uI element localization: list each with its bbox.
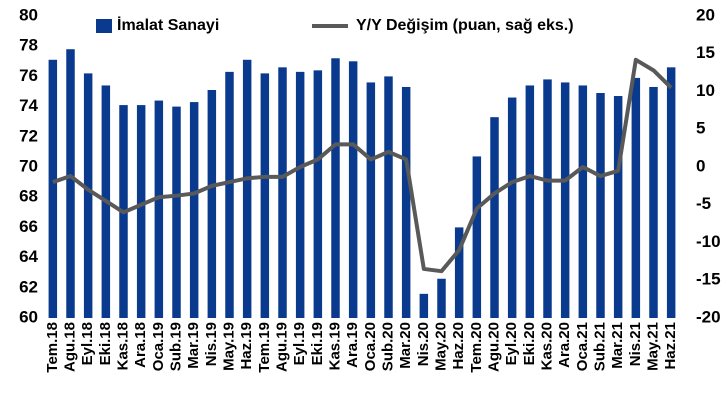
x-tick-label: Tem.18	[44, 322, 61, 373]
bar	[401, 86, 411, 318]
bar	[366, 82, 376, 318]
bar	[437, 278, 446, 318]
y2-tick-label: -15	[696, 270, 721, 289]
y-tick-label: 70	[19, 156, 38, 175]
x-tick-label: Oca.21	[574, 322, 591, 371]
bar	[225, 71, 234, 319]
x-tick-label: Kas.18	[114, 322, 131, 370]
bar	[666, 67, 676, 318]
y-tick-label: 74	[19, 96, 38, 115]
y-tick-label: 64	[19, 247, 38, 266]
x-tick-label: May.21	[644, 322, 661, 371]
bar	[631, 77, 641, 318]
x-tick-label: Sub.21	[591, 322, 608, 371]
x-tick-label: Eki.19	[309, 322, 326, 365]
bar	[613, 96, 623, 318]
y2-tick-label: -10	[696, 232, 721, 251]
x-tick-label: May.20	[432, 322, 449, 371]
line	[52, 57, 673, 274]
y2-tick-label: 10	[696, 81, 715, 100]
x-tick-label: Sub.20	[379, 322, 396, 371]
bar	[543, 79, 552, 318]
bar	[384, 76, 393, 319]
x-tick-label: Mar.21	[609, 322, 626, 369]
y-tick-label: 68	[19, 187, 38, 206]
x-tick-label: Sub.19	[167, 322, 184, 371]
x-tick-label: Oca.20	[362, 322, 379, 371]
y-tick-label: 60	[19, 307, 38, 326]
bar	[472, 156, 482, 318]
y2-tick-label: -20	[696, 307, 721, 326]
bar	[313, 70, 323, 318]
bar	[578, 85, 588, 319]
x-tick-label: Haz.19	[238, 322, 255, 370]
x-tick-label: Nis.19	[203, 322, 220, 366]
y2-tick-label: 20	[696, 5, 715, 24]
bar	[66, 49, 75, 318]
bar	[490, 117, 499, 318]
x-tick-label: Eyl.19	[291, 322, 308, 365]
x-tick-label: Nis.21	[627, 322, 644, 366]
y2-tick-label: 5	[696, 119, 705, 138]
y-tick-label: 66	[19, 217, 38, 236]
bar	[295, 71, 305, 319]
bar	[331, 58, 340, 318]
x-tick-label: Kas.19	[326, 322, 343, 370]
y-tick-label: 78	[19, 36, 38, 55]
x-tick-label: Kas.20	[538, 322, 555, 370]
bar	[649, 86, 658, 318]
bar	[525, 85, 535, 319]
x-tick-label: Tem.20	[468, 322, 485, 373]
x-tick-label: Ara.20	[556, 322, 573, 368]
x-tick-label: Haz.20	[450, 322, 467, 370]
x-tick-label: Agu.20	[485, 322, 502, 372]
bar	[507, 97, 517, 318]
x-tick-label: Mar.20	[397, 322, 414, 369]
legend-label: İmalat Sanayi	[117, 16, 219, 34]
y2-tick-label: 0	[696, 156, 705, 175]
x-tick-label: Oca.19	[150, 322, 167, 371]
bar	[278, 67, 287, 318]
bar	[154, 100, 164, 318]
bar	[260, 73, 270, 318]
bar	[348, 61, 358, 319]
x-tick-label: Agu.18	[61, 322, 78, 372]
bar	[419, 293, 429, 318]
x-tick-label: Eyl.18	[79, 322, 96, 365]
x-tick-label: Tem.19	[256, 322, 273, 373]
bar	[136, 105, 146, 318]
bar	[48, 59, 58, 318]
x-tick-label: Nis.20	[415, 322, 432, 366]
x-tick-label: Eki.20	[521, 322, 538, 365]
y-tick-label: 76	[19, 66, 38, 85]
bar	[207, 89, 217, 319]
x-tick-label: May.19	[220, 322, 237, 371]
bar	[242, 59, 252, 318]
x-tick-label: Ara.19	[344, 322, 361, 368]
bar	[172, 106, 181, 318]
bar	[189, 102, 199, 318]
x-tick-label: Eyl.20	[503, 322, 520, 365]
bar	[83, 73, 93, 318]
x-tick-label: Agu.19	[273, 322, 290, 372]
y-tick-label: 72	[19, 126, 38, 145]
y-tick-label: 62	[19, 277, 38, 296]
y2-tick-label: 15	[696, 43, 715, 62]
legend-swatch	[96, 19, 112, 33]
bar	[454, 227, 464, 318]
x-tick-label: Ara.18	[132, 322, 149, 368]
y-tick-label: 80	[19, 5, 38, 24]
legend-label: Y/Y Değişim (puan, sağ eks.)	[356, 17, 574, 34]
x-tick-label: Eki.18	[97, 322, 114, 365]
x-tick-label: Mar.19	[185, 322, 202, 369]
y2-tick-label: -5	[696, 194, 711, 213]
x-tick-label: Haz.21	[662, 322, 679, 370]
bar	[560, 82, 570, 318]
bar	[596, 93, 605, 318]
